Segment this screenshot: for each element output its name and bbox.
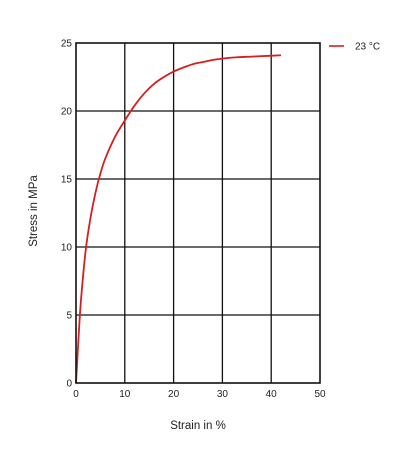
x-tick-label: 40 <box>266 389 278 400</box>
y-tick-label: 25 <box>61 39 73 50</box>
plot-frame <box>75 42 321 384</box>
y-axis-label: Stress in MPa <box>28 175 40 247</box>
legend-label-23c: 23 °C <box>355 42 380 53</box>
tick-labels: 0 10 20 30 40 50 0 5 10 15 20 25 <box>61 39 326 401</box>
series-line-0 <box>75 54 282 384</box>
series-layer <box>75 54 282 384</box>
grid <box>76 43 320 383</box>
y-tick-label: 20 <box>61 107 73 118</box>
legend: 23 °C <box>329 42 380 53</box>
x-tick-label: 50 <box>314 389 326 400</box>
x-tick-label: 10 <box>119 389 131 400</box>
y-tick-label: 5 <box>66 311 72 322</box>
x-tick-label: 0 <box>73 389 79 400</box>
x-axis-label: Strain in % <box>170 420 226 432</box>
x-tick-label: 20 <box>168 389 180 400</box>
y-tick-label: 15 <box>61 175 73 186</box>
y-tick-label: 0 <box>66 379 72 390</box>
y-tick-label: 10 <box>61 243 73 254</box>
x-tick-label: 30 <box>217 389 229 400</box>
